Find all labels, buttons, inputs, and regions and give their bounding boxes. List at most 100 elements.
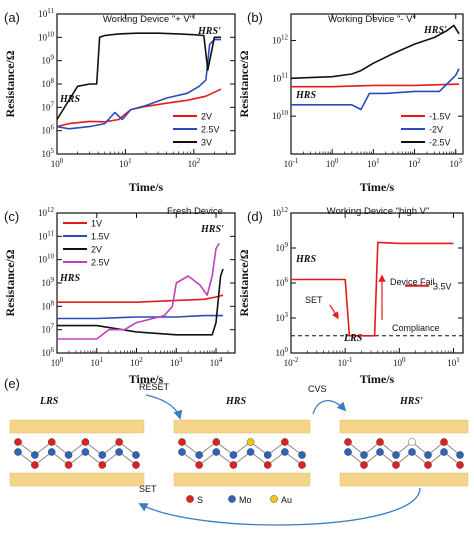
atom xyxy=(31,451,39,459)
atom xyxy=(195,461,203,469)
plot-frame xyxy=(290,13,464,155)
annotation-devicefail-d: Device Fail xyxy=(390,277,435,287)
legend-label: 3V xyxy=(201,138,212,148)
annotation-hrs-a: HRS xyxy=(59,94,80,105)
atom xyxy=(115,448,123,456)
series-line--2V xyxy=(291,68,460,111)
chart-title: Fresh Device xyxy=(167,206,223,217)
legend-label: 1V xyxy=(91,219,102,229)
panel-letter: (b) xyxy=(247,10,263,25)
annotation-hrsprime-c: HRS' xyxy=(200,224,224,235)
atom xyxy=(14,438,22,446)
legend-label: 3.5V xyxy=(433,281,452,291)
atom xyxy=(195,451,203,459)
legend-atom-Mo xyxy=(228,495,236,503)
legend-atom-label-S: S xyxy=(197,495,203,505)
atom xyxy=(263,451,272,459)
annotation-hrs-c: HRS xyxy=(59,273,80,284)
x-tick-label: 102 xyxy=(408,157,421,169)
y-tick-label: 1010 xyxy=(38,30,55,42)
series-line-3.5V xyxy=(291,241,454,337)
y-tick-label: 1011 xyxy=(272,71,288,83)
y-axis-label: Resistance/Ω xyxy=(237,50,251,117)
series-line-2.5V xyxy=(57,242,220,340)
atom xyxy=(246,438,255,446)
annotation-hrsprime-b: HRS' xyxy=(423,25,447,36)
series-line-2.5V xyxy=(57,38,221,130)
atom xyxy=(98,451,107,459)
legend-atom-label-Mo: Mo xyxy=(239,495,252,505)
y-axis-label: Resistance/Ω xyxy=(3,249,17,316)
set-arrow-e xyxy=(138,487,421,526)
y-tick-label: 109 xyxy=(276,241,289,253)
cvs-arrow xyxy=(312,400,347,415)
y-tick-label: 106 xyxy=(42,346,55,358)
series-group xyxy=(57,32,222,130)
x-tick-label: 101 xyxy=(119,157,132,169)
cvs-label: CVS xyxy=(308,384,327,394)
atom xyxy=(281,448,289,456)
x-axis-label: Time/s xyxy=(129,372,164,386)
state-hrsprime: HRS' xyxy=(399,396,423,407)
bottom-electrode xyxy=(339,472,469,487)
x-axis-label: Time/s xyxy=(129,180,164,194)
x-tick-label: 100 xyxy=(326,157,339,169)
atom xyxy=(440,448,448,456)
series-line--1.5V xyxy=(291,83,459,88)
annotation-compliance-d: Compliance xyxy=(392,323,440,333)
atom xyxy=(392,461,400,469)
series-line-3V xyxy=(57,32,221,120)
state-lrs: LRS xyxy=(39,396,59,407)
y-tick-label: 108 xyxy=(42,77,55,89)
atom xyxy=(281,438,289,446)
series-group xyxy=(291,24,460,111)
x-tick-label: 103 xyxy=(449,157,462,169)
y-tick-label: 1012 xyxy=(272,33,289,45)
annotations: HRS HRS' HRS HRS' HRS HRS' HRS LRS SET Device Fai… xyxy=(59,25,447,344)
atom xyxy=(408,438,416,446)
atom xyxy=(212,438,221,446)
bottom-electrode xyxy=(9,472,145,487)
chart-title: Working Device "- V" xyxy=(328,14,416,25)
y-axis-label: Resistance/Ω xyxy=(237,249,251,316)
series-line--2.5V xyxy=(291,24,460,80)
panel-letter-e: (e) xyxy=(4,376,20,391)
atom xyxy=(229,451,238,459)
atom xyxy=(456,451,464,459)
x-tick-label: 100 xyxy=(51,356,64,368)
atom xyxy=(360,461,368,469)
atom xyxy=(440,438,448,446)
x-axis-label: Time/s xyxy=(360,180,395,194)
y-tick-label: 1012 xyxy=(272,206,289,218)
schematic-panel-e: (e) LRS HRS HRS' RESET CVS SET S Mo Au xyxy=(4,376,469,526)
atom xyxy=(212,448,221,456)
x-tick-label: 100 xyxy=(393,356,406,368)
chart-panel-a: 100 101 102 105 106 107 108 109 1010 1011 Time/s Re… xyxy=(3,7,236,194)
atom xyxy=(47,448,56,456)
legend-label: 1.5V xyxy=(91,232,110,242)
atom xyxy=(408,448,416,456)
y-tick-label: 1011 xyxy=(38,7,54,19)
series-line-2V xyxy=(57,268,224,336)
atom xyxy=(178,438,186,446)
annotation-hrs-d: HRS xyxy=(295,254,316,265)
atom xyxy=(81,438,90,446)
y-tick-label: 106 xyxy=(42,124,55,136)
y-tick-label: 1010 xyxy=(38,253,55,265)
atom xyxy=(132,451,140,459)
atom xyxy=(344,438,352,446)
bottom-electrode xyxy=(173,472,311,487)
legend-label: -1.5V xyxy=(429,112,451,122)
atom xyxy=(344,448,352,456)
panel-letter: (c) xyxy=(4,209,19,224)
chart-panel-b: 10-1 100 101 102 103 1010 1011 1012 Time/s Resist… xyxy=(237,10,464,194)
atom xyxy=(263,461,272,469)
y-tick-label: 1010 xyxy=(272,109,289,121)
y-tick-label: 109 xyxy=(42,276,55,288)
y-tick-label: 103 xyxy=(276,311,289,323)
y-tick-label: 107 xyxy=(42,100,55,112)
atom xyxy=(81,448,90,456)
reset-arrow xyxy=(145,394,183,420)
